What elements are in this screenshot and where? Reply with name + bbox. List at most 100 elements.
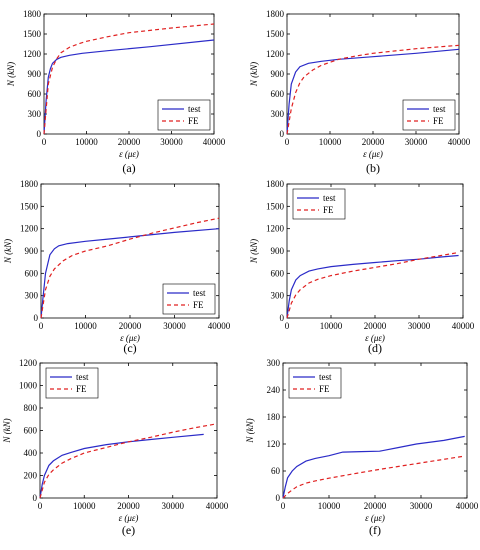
y-tick-label: 900 — [25, 246, 39, 256]
y-tick-label: 240 — [267, 385, 281, 395]
x-tick-label: 20000 — [117, 501, 140, 511]
legend-box — [292, 188, 346, 220]
y-axis-title: N (kN) — [3, 239, 13, 264]
x-tick-label: 10000 — [75, 137, 98, 147]
x-tick-label: 20000 — [364, 501, 387, 511]
x-tick-label: 20000 — [119, 321, 142, 331]
x-tick-label: 10000 — [73, 501, 96, 511]
x-tick-label: 30000 — [405, 137, 428, 147]
series-line-fe — [39, 423, 218, 499]
panel-caption: (f) — [369, 523, 381, 537]
legend: test FE — [157, 99, 211, 131]
x-tick-label: 20000 — [118, 137, 141, 147]
x-tick-label: 0 — [38, 501, 43, 511]
x-axis-title: ε (με) — [365, 333, 385, 343]
x-tick-label: 0 — [285, 321, 290, 331]
legend-label: test — [76, 372, 89, 382]
x-tick-label: 10000 — [74, 321, 97, 331]
y-tick-label: 0 — [34, 313, 39, 323]
y-tick-label: 600 — [271, 268, 285, 278]
legend-label: test — [323, 193, 336, 203]
x-tick-label: 40000 — [448, 137, 471, 147]
series-line-test — [39, 433, 204, 499]
y-tick-label: 0 — [280, 129, 285, 139]
x-tick-label: 40000 — [456, 501, 479, 511]
series-line-fe — [40, 217, 220, 319]
y-tick-label: 0 — [37, 129, 42, 139]
legend-label: FE — [319, 384, 330, 394]
y-tick-label: 1200 — [20, 224, 39, 234]
series-line-fe — [43, 23, 215, 135]
x-axis-title: ε (με) — [120, 333, 140, 343]
series-line-test — [282, 435, 465, 499]
x-tick-label: 30000 — [410, 501, 433, 511]
x-tick-label: 30000 — [163, 321, 186, 331]
y-tick-label: 600 — [25, 268, 39, 278]
y-axis-title: N (kN) — [6, 62, 16, 87]
chart-panel: 0 10000 20000 30000 40000 0 300 600 900 1200 1500 1… — [3, 179, 231, 355]
y-tick-label: 600 — [271, 89, 285, 99]
y-tick-label: 200 — [24, 471, 38, 481]
y-tick-label: 900 — [271, 69, 285, 79]
legend-label: test — [188, 104, 201, 114]
y-tick-label: 400 — [24, 448, 38, 458]
series-line-fe — [286, 44, 460, 135]
y-tick-label: 1200 — [19, 358, 38, 368]
legend-label: FE — [76, 384, 87, 394]
legend-label: FE — [188, 116, 199, 126]
legend: test FE — [45, 367, 99, 399]
x-tick-label: 0 — [281, 501, 286, 511]
x-tick-label: 0 — [42, 137, 47, 147]
y-tick-label: 300 — [271, 291, 285, 301]
x-tick-label: 10000 — [320, 321, 343, 331]
chart-panel: 0 10000 20000 30000 40000 0 300 600 900 1200 1500 1… — [249, 9, 471, 175]
legend-box — [402, 99, 456, 131]
x-axis-title: ε (με) — [119, 149, 139, 159]
y-axis-title: N (kN) — [249, 239, 259, 264]
series-line-test — [40, 228, 220, 319]
y-tick-label: 1000 — [19, 381, 38, 391]
x-tick-label: 40000 — [208, 321, 231, 331]
x-axis-title: ε (με) — [363, 149, 383, 159]
y-tick-label: 120 — [267, 439, 281, 449]
x-tick-label: 30000 — [408, 321, 431, 331]
x-tick-label: 0 — [285, 137, 290, 147]
x-tick-label: 40000 — [203, 137, 226, 147]
y-tick-label: 1500 — [266, 29, 285, 39]
y-tick-label: 1800 — [23, 9, 42, 19]
legend-box — [157, 99, 211, 131]
series-line-test — [286, 254, 459, 319]
legend-box — [288, 367, 342, 399]
legend: test FE — [162, 283, 216, 315]
y-tick-label: 1500 — [266, 201, 285, 211]
legend-box — [45, 367, 99, 399]
y-tick-label: 0 — [276, 493, 281, 503]
legend-label: FE — [433, 116, 444, 126]
series-line-test — [286, 48, 460, 135]
x-tick-label: 40000 — [452, 321, 475, 331]
x-axis-title: ε (με) — [119, 513, 139, 523]
x-tick-label: 10000 — [318, 501, 341, 511]
x-tick-label: 30000 — [160, 137, 183, 147]
x-tick-label: 30000 — [162, 501, 185, 511]
y-tick-label: 600 — [28, 89, 42, 99]
legend-label: test — [319, 372, 332, 382]
panel-caption: (d) — [368, 341, 382, 355]
chart-panel: 0 10000 20000 30000 40000 0 200 400 600 800 1000 12… — [2, 358, 229, 537]
y-tick-label: 1200 — [266, 49, 285, 59]
series-line-fe — [282, 455, 465, 499]
panel-caption: (a) — [122, 161, 135, 175]
x-axis-title: ε (με) — [365, 513, 385, 523]
y-tick-label: 60 — [271, 466, 281, 476]
legend-label: FE — [193, 300, 204, 310]
chart-panel: 0 10000 20000 30000 40000 0 60 120 180 240 300 ε (μ… — [245, 358, 479, 537]
y-axis-title: N (kN) — [249, 62, 259, 87]
y-tick-label: 180 — [267, 412, 281, 422]
y-tick-label: 300 — [271, 109, 285, 119]
y-axis-title: N (kN) — [2, 418, 12, 443]
legend-label: FE — [323, 205, 334, 215]
panel-caption: (e) — [122, 523, 135, 537]
y-tick-label: 600 — [24, 426, 38, 436]
legend: test FE — [402, 99, 456, 131]
